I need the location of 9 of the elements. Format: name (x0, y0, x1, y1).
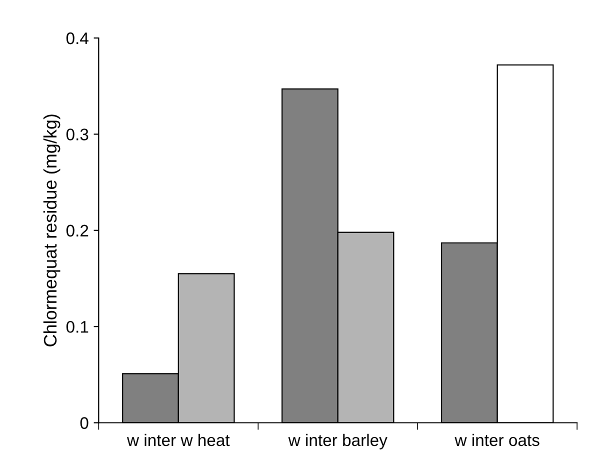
y-tick-label: 0.1 (66, 320, 88, 333)
y-tick-label: 0 (80, 417, 88, 429)
x-tick-label: w inter barley (288, 434, 388, 450)
y-tick-label: 0.2 (66, 224, 88, 237)
y-tick-label: 0.4 (66, 32, 88, 44)
x-tick-label: w inter w heat (126, 434, 230, 446)
x-tick-label: w inter oats (454, 434, 540, 446)
y-axis-title: Chlormequat residue (mg/kg) (43, 114, 60, 346)
y-tick-label: 0.3 (66, 128, 88, 140)
